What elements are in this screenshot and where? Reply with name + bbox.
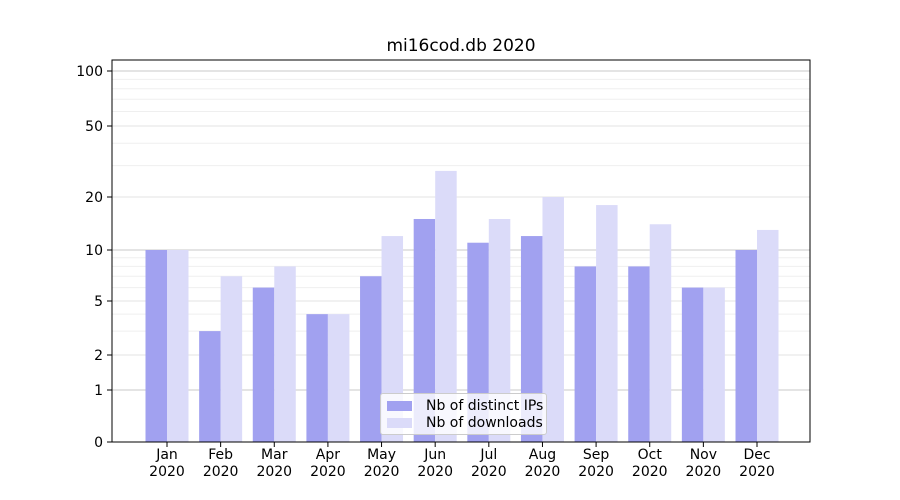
x-tick-label: Mar 2020 <box>256 447 292 480</box>
x-tick-label: Aug 2020 <box>525 447 561 480</box>
legend-label-downloads: Nb of downloads <box>426 414 543 431</box>
bar-distinct-ips-aug <box>520 236 543 442</box>
x-tick-label: Oct 2020 <box>632 447 668 480</box>
bar-distinct-ips-sep <box>574 266 597 442</box>
x-tick-label: Jan 2020 <box>149 447 185 480</box>
x-tick-label: Feb 2020 <box>203 447 239 480</box>
bar-downloads-jun <box>435 170 457 442</box>
y-tick-label: 20 <box>85 190 103 206</box>
bar-downloads-aug <box>542 197 564 442</box>
x-tick-label: Jul 2020 <box>471 447 507 480</box>
plot-border <box>111 59 811 443</box>
legend-label-distinct-ips: Nb of distinct IPs <box>426 397 544 414</box>
y-tick-label: 2 <box>94 348 103 364</box>
bar-distinct-ips-jan <box>145 250 167 442</box>
legend-swatch-distinct-ips <box>387 400 412 411</box>
bar-downloads-jan <box>167 250 189 442</box>
bar-distinct-ips-oct <box>628 266 650 442</box>
y-tick-label: 100 <box>76 64 103 80</box>
bar-distinct-ips-apr <box>306 314 328 442</box>
bar-distinct-ips-may <box>360 276 382 442</box>
x-tick-label: Dec 2020 <box>739 447 775 480</box>
bar-downloads-mar <box>274 266 296 442</box>
legend-swatch-downloads <box>387 417 412 428</box>
y-tick-label: 10 <box>85 243 103 259</box>
x-tick-label: Jun 2020 <box>417 447 453 480</box>
bar-distinct-ips-jun <box>413 218 436 442</box>
bar-downloads-nov <box>703 287 725 442</box>
legend: Nb of distinct IPs Nb of downloads <box>380 393 547 435</box>
x-tick-label: Nov 2020 <box>686 447 722 480</box>
bar-downloads-jul <box>488 218 511 442</box>
y-tick-label: 0 <box>94 435 103 451</box>
bar-distinct-ips-feb <box>199 331 221 442</box>
bar-downloads-apr <box>327 314 350 442</box>
y-tick-label: 50 <box>85 119 103 135</box>
legend-item-downloads: Nb of downloads <box>387 414 543 431</box>
legend-item-distinct-ips: Nb of distinct IPs <box>387 397 544 414</box>
y-tick-label: 1 <box>94 383 103 399</box>
x-tick-label: Sep 2020 <box>578 447 614 480</box>
y-tick-label: 5 <box>94 294 103 310</box>
bar-downloads-sep <box>596 205 618 442</box>
bar-downloads-feb <box>220 276 243 442</box>
bar-distinct-ips-mar <box>252 287 275 442</box>
bar-downloads-oct <box>649 224 672 442</box>
bar-distinct-ips-jul <box>467 242 489 442</box>
bar-distinct-ips-nov <box>681 287 704 442</box>
chart-title: mi16cod.db 2020 <box>386 36 536 56</box>
bar-downloads-may <box>381 236 404 442</box>
x-tick-label: May 2020 <box>364 447 400 480</box>
x-tick-label: Apr 2020 <box>310 447 346 480</box>
bar-distinct-ips-dec <box>735 250 757 442</box>
bar-downloads-dec <box>757 229 779 442</box>
